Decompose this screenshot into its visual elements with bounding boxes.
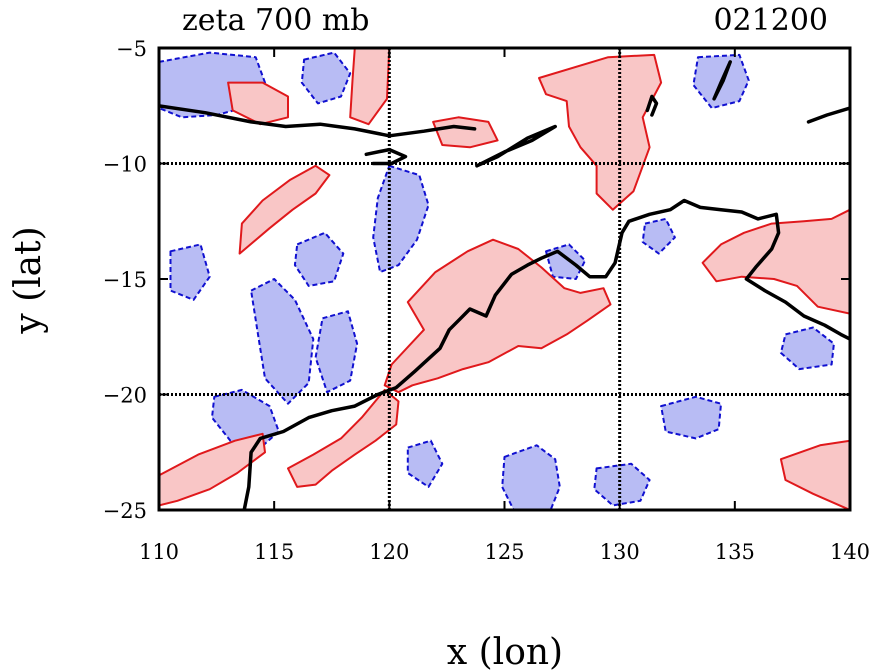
grid-lines [159, 48, 850, 510]
x-tick-label-110: 110 [139, 540, 179, 564]
positive-vorticity-region-1 [538, 53, 663, 211]
negative-vorticity-region-7 [169, 243, 211, 301]
chart-subtitle: 021200 [713, 3, 828, 38]
coastline-5 [712, 60, 732, 101]
y-tick-label-20: −20 [103, 384, 147, 408]
positive-vorticity-region-10 [779, 439, 850, 510]
y-tick-label-15: −15 [103, 268, 147, 292]
positive-vorticity-region-9 [227, 81, 289, 126]
x-tick-label-115: 115 [254, 540, 294, 564]
negative-vorticity-region-2 [300, 51, 352, 105]
x-tick-label-130: 130 [600, 540, 640, 564]
coastline-2 [364, 147, 408, 166]
coastline-1 [159, 104, 477, 138]
positive-vorticity-region-7 [432, 116, 499, 149]
positive-vorticity-region-3 [287, 388, 400, 488]
positive-vorticity-region-6 [701, 208, 850, 315]
y-axis-label: y (lat) [8, 226, 49, 334]
negative-vorticity-region-5 [314, 310, 359, 394]
positive-vorticity-region-8 [349, 48, 391, 126]
negative-vorticity-region-9 [501, 444, 561, 510]
coastline-6 [645, 94, 659, 117]
negative-vorticity-region-16 [641, 217, 676, 255]
x-axis-label: x (lon) [447, 632, 563, 672]
x-tick-label-120: 120 [369, 540, 409, 564]
chart-title: zeta 700 mb [182, 3, 370, 38]
negative-vorticity-region-3 [372, 164, 430, 274]
contour-regions [159, 48, 850, 510]
negative-vorticity-region-17 [406, 439, 444, 488]
negative-vorticity-region-10 [593, 462, 651, 507]
x-tick-label-125: 125 [484, 540, 524, 564]
coastline-3 [475, 124, 557, 168]
coastline-4 [806, 106, 850, 124]
y-tick-label-5: −5 [116, 37, 147, 61]
axis-ticks: 110 115 120 125 130 135 140 −5 −10 −15 −20 −25 [103, 37, 870, 564]
negative-vorticity-region-13 [779, 326, 835, 371]
coastline-layer [159, 60, 850, 510]
coastline-7 [242, 198, 850, 510]
y-tick-label-25: −25 [103, 499, 147, 523]
negative-vorticity-region-4 [250, 278, 315, 405]
positive-vorticity-region-5 [238, 164, 331, 255]
negative-vorticity-region-11 [660, 395, 722, 440]
y-tick-label-10: −10 [103, 153, 147, 177]
x-tick-label-135: 135 [715, 540, 755, 564]
negative-vorticity-region-6 [293, 231, 345, 287]
x-tick-label-140: 140 [830, 540, 870, 564]
